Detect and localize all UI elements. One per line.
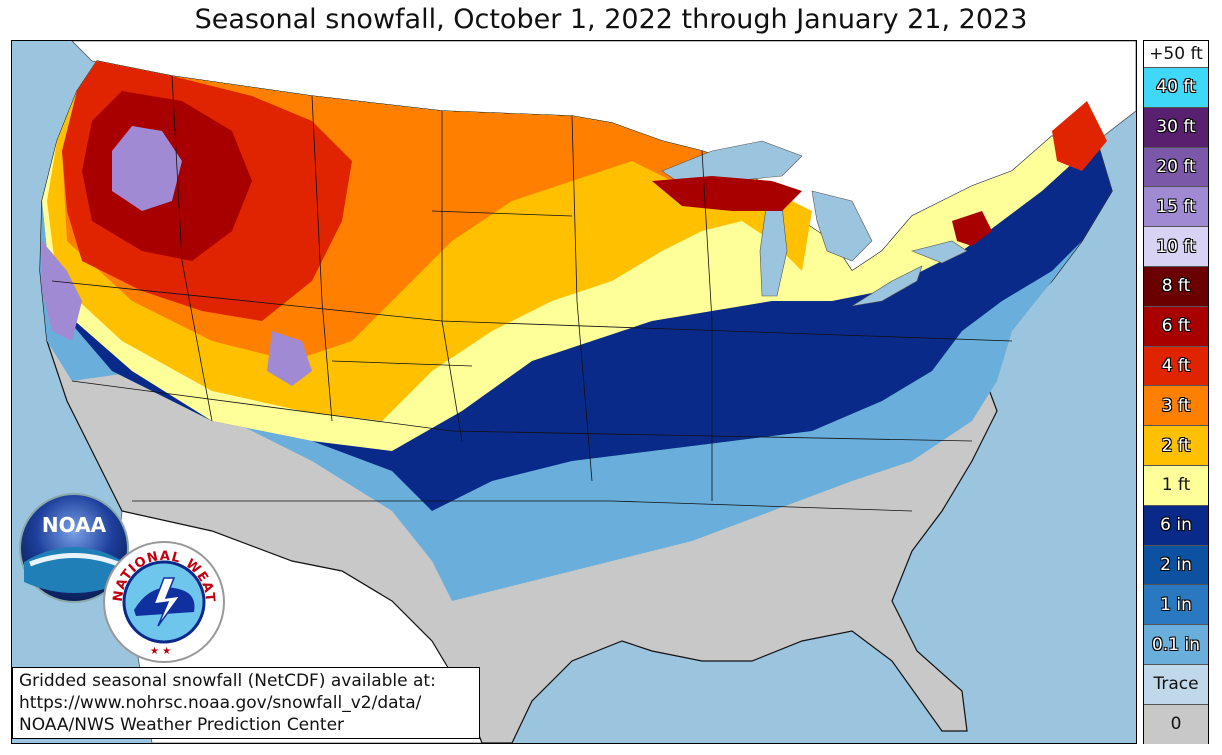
lake-effect-snow-ne (1052, 101, 1107, 171)
legend-swatch: 6 ft (1144, 305, 1208, 346)
legend-top-label: +50 ft (1149, 44, 1203, 64)
legend-swatch: 8 ft (1144, 265, 1208, 306)
info-line-1: Gridded seasonal snowfall (NetCDF) avail… (19, 671, 436, 691)
legend-swatch: 2 in (1144, 544, 1208, 585)
noaa-logo-text: NOAA (42, 513, 107, 537)
legend-swatch: 15 ft (1144, 186, 1208, 227)
state-boundaries (51, 75, 1013, 512)
legend-swatch: 40 ft (1144, 67, 1208, 107)
legend-swatch: 0.1 in (1144, 624, 1208, 664)
nws-logo: NATIONAL WEATHER SERVICE ★ ★ (102, 540, 225, 663)
legend-swatches: 40 ft 30 ft 20 ft 15 ft 10 ft 8 ft 6 ft 4 ft 3 f… (1144, 67, 1208, 744)
svg-text:★ ★: ★ ★ (150, 646, 171, 657)
map-title: Seasonal snowfall, October 1, 2022 throu… (194, 4, 1028, 35)
data-source-box: Gridded seasonal snowfall (NetCDF) avail… (12, 667, 480, 739)
legend-swatch: 20 ft (1144, 146, 1208, 187)
legend-swatch: 10 ft (1144, 226, 1208, 266)
legend-swatch: 30 ft (1144, 106, 1208, 147)
colorbar-legend: +50 ft 40 ft 30 ft 20 ft 15 ft 10 ft 8 ft 6 ft… (1143, 40, 1209, 744)
lake-erie (851, 265, 923, 307)
legend-swatch: Trace (1144, 663, 1208, 704)
snow-zone-10ft (112, 126, 182, 211)
legend-swatch: 1 ft (1144, 464, 1208, 505)
lake-effect-snow-michigan (652, 176, 802, 211)
legend-swatch: 6 in (1144, 504, 1208, 545)
noaa-logo: NOAA (19, 493, 129, 603)
snow-zone-10ft-2 (42, 241, 82, 341)
info-line-3: NOAA/NWS Weather Prediction Center (19, 715, 345, 735)
legend-swatch: 0 (1144, 703, 1208, 744)
legend-swatch: 4 ft (1144, 345, 1208, 386)
lake-ontario (911, 240, 968, 264)
snow-zone-10ft-3 (267, 331, 312, 386)
lake-huron (811, 190, 873, 262)
legend-swatch: 3 ft (1144, 385, 1208, 426)
legend-swatch: 1 in (1144, 584, 1208, 625)
legend-swatch: 2 ft (1144, 425, 1208, 465)
lake-effect-snow-ny (952, 211, 992, 246)
info-line-2: https://www.nohrsc.noaa.gov/snowfall_v2/… (19, 693, 422, 713)
